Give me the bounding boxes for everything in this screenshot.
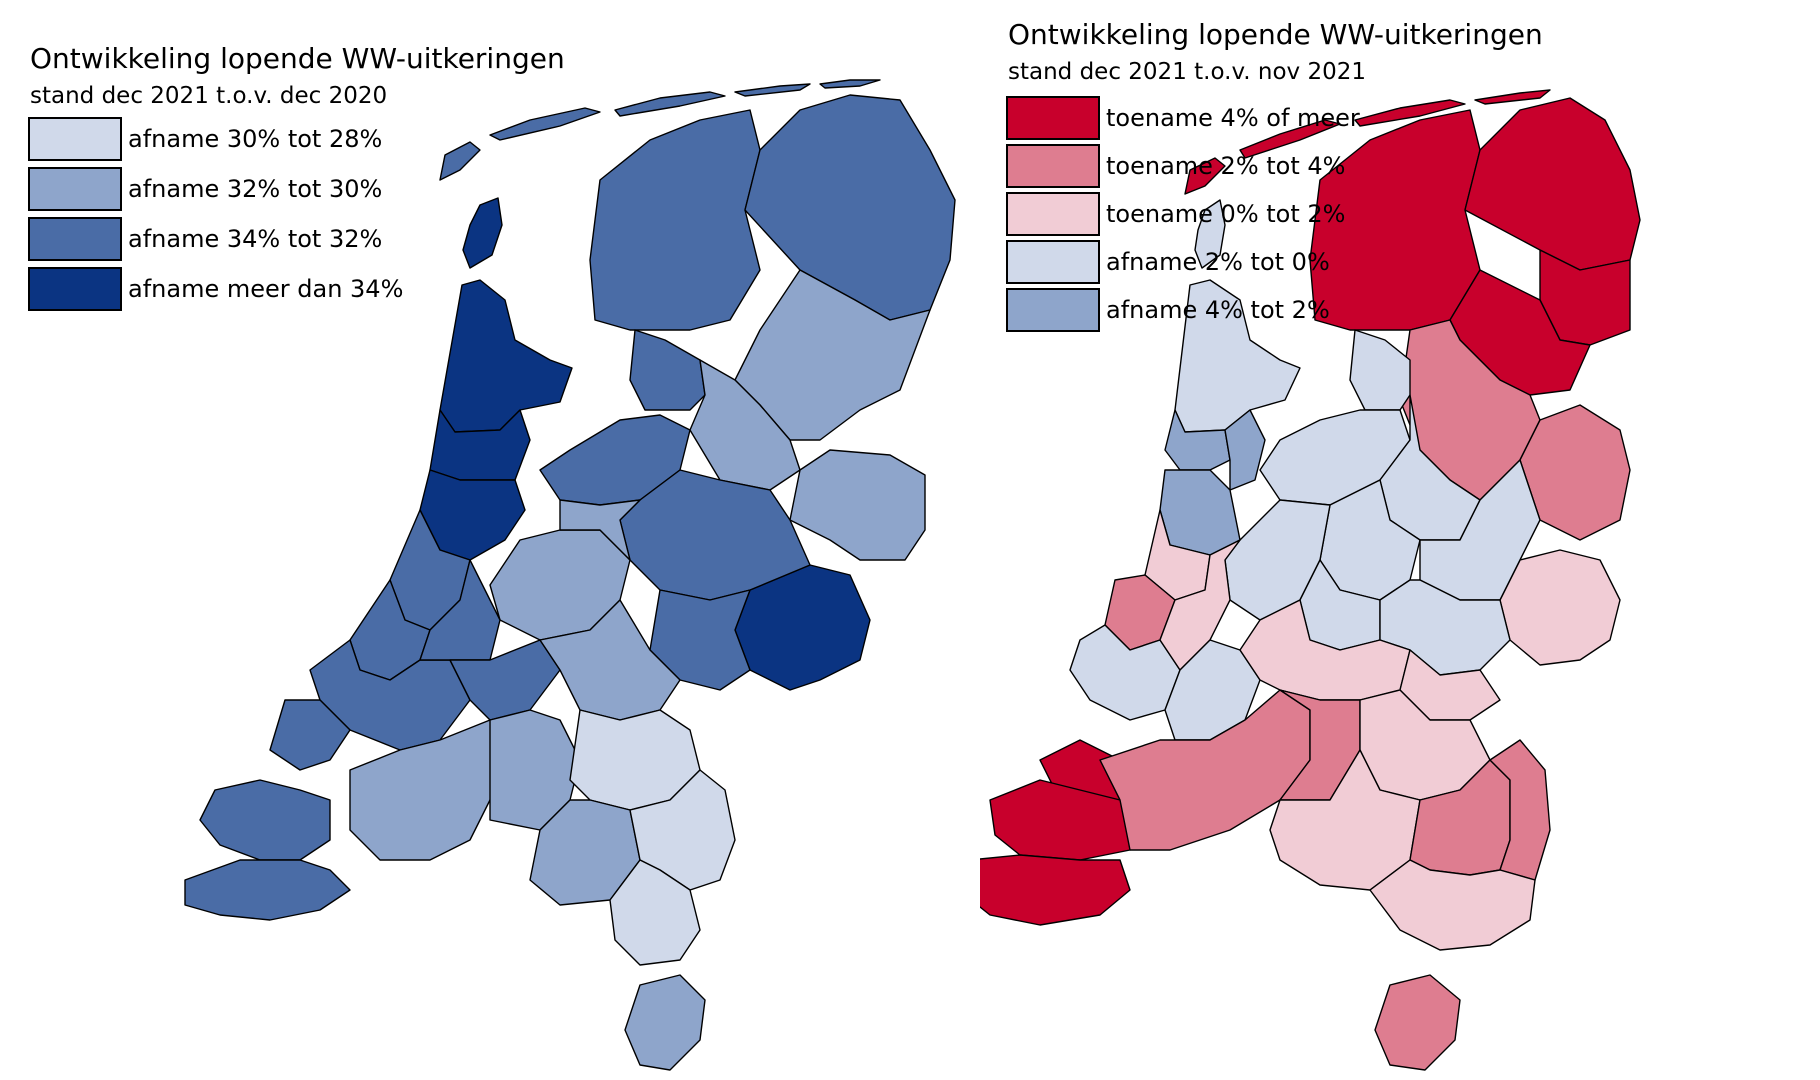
region-zeeland-midden <box>199 779 331 861</box>
region-noord-holland-noord <box>439 279 573 433</box>
wadden-island <box>734 83 811 97</box>
wadden-island <box>439 141 481 181</box>
region-zwolle <box>689 359 801 491</box>
legend-swatch <box>1006 96 1100 140</box>
region-groningen <box>1464 97 1641 271</box>
region-rivierenland <box>539 599 681 721</box>
legend-label: toename 2% tot 4% <box>1106 152 1346 180</box>
region-midden-limburg <box>1369 859 1536 951</box>
legend-label: afname 32% tot 30% <box>128 175 383 203</box>
legend-label: afname 4% tot 2% <box>1106 296 1330 324</box>
region-noordoostpolder <box>1349 329 1411 411</box>
wadden-island <box>1184 157 1226 195</box>
legend: afname 30% tot 28% afname 32% tot 30% af… <box>28 117 403 317</box>
netherlands-map-left <box>184 79 956 1071</box>
legend-item: afname 2% tot 0% <box>1006 240 1360 284</box>
region-zuid-limburg <box>624 974 706 1071</box>
legend-item: afname 34% tot 32% <box>28 217 403 261</box>
region-friesland <box>589 109 761 331</box>
legend-label: toename 4% of meer <box>1106 104 1360 132</box>
region-amsterdam <box>1224 409 1266 491</box>
region-texel <box>462 197 503 269</box>
wadden-island <box>1239 119 1341 159</box>
region-noordoostpolder <box>629 329 706 411</box>
legend-item: afname 30% tot 28% <box>28 117 403 161</box>
legend: toename 4% of meer toename 2% tot 4% toe… <box>1006 96 1360 336</box>
legend-label: afname meer dan 34% <box>128 275 404 303</box>
wadden-island <box>489 107 601 141</box>
region-amersfoort <box>559 499 641 561</box>
legend-swatch <box>1006 144 1100 188</box>
map-subtitle: stand dec 2021 t.o.v. dec 2020 <box>30 83 388 109</box>
wadden-island <box>1474 89 1551 105</box>
region-zeeuws-vlaanderen <box>184 859 351 921</box>
legend-swatch <box>28 167 122 211</box>
map-subtitle: stand dec 2021 t.o.v. nov 2021 <box>1008 59 1366 85</box>
region-overijssel-oost <box>789 449 926 561</box>
region-rotterdam <box>309 639 471 751</box>
region-midden-limburg <box>609 859 701 966</box>
legend-swatch <box>1006 192 1100 236</box>
legend-swatch <box>28 217 122 261</box>
region-drenthe <box>734 269 931 441</box>
region-zaanstreek <box>1164 409 1231 471</box>
map-panel-left: Ontwikkeling lopende WW-uitkeringen stan… <box>28 42 956 1071</box>
legend-item: toename 0% tot 2% <box>1006 192 1360 236</box>
region-groningen <box>744 94 956 321</box>
region-haarlem <box>1159 469 1241 556</box>
region-noord-limburg <box>629 769 736 891</box>
region-drechtsteden <box>449 639 561 721</box>
legend-label: afname 30% tot 28% <box>128 125 383 153</box>
region-gouda <box>419 559 501 661</box>
region-zuid-limburg <box>1374 974 1461 1071</box>
netherlands-map-right <box>980 89 1641 1071</box>
region-twente <box>1499 549 1621 666</box>
legend-item: toename 2% tot 4% <box>1006 144 1360 188</box>
legend-swatch <box>28 267 122 311</box>
legend-item: afname meer dan 34% <box>28 267 403 311</box>
region-zeeuws-vlaanderen <box>980 854 1131 926</box>
legend-label: afname 2% tot 0% <box>1106 248 1330 276</box>
map-title: Ontwikkeling lopende WW-uitkeringen <box>30 42 565 75</box>
legend-label: toename 0% tot 2% <box>1106 200 1346 228</box>
region-texel <box>1194 199 1226 269</box>
legend-swatch <box>1006 288 1100 332</box>
legend-item: afname 4% tot 2% <box>1006 288 1360 332</box>
wadden-island <box>819 79 881 89</box>
map-title: Ontwikkeling lopende WW-uitkeringen <box>1008 18 1543 51</box>
legend-item: afname 32% tot 30% <box>28 167 403 211</box>
legend-label: afname 34% tot 32% <box>128 225 383 253</box>
legend-swatch <box>28 117 122 161</box>
map-panel-right: Ontwikkeling lopende WW-uitkeringen stan… <box>980 0 1820 1080</box>
wadden-island <box>614 91 726 117</box>
wadden-island <box>1354 99 1466 127</box>
legend-item: toename 4% of meer <box>1006 96 1360 140</box>
legend-swatch <box>1006 240 1100 284</box>
region-zeeland-noord <box>269 699 351 771</box>
